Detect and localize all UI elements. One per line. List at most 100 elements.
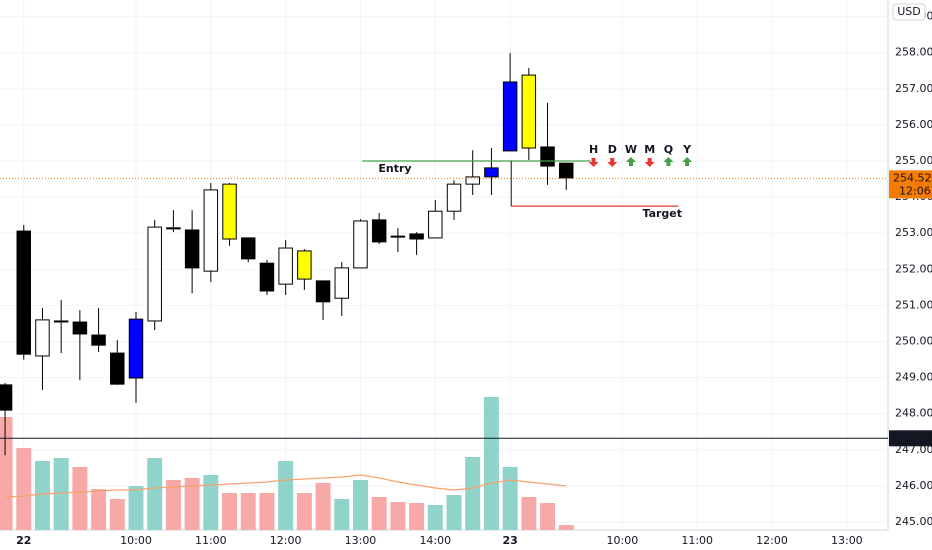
timeframe-arrow [625, 157, 636, 166]
candle-body [0, 384, 13, 411]
timeframe-label: D [608, 143, 617, 156]
y-tick-label: 250.00 [895, 335, 932, 348]
y-tick-label: 245.00 [895, 515, 932, 528]
timeframe-arrow [682, 157, 693, 166]
x-tick-label: 23 [502, 534, 517, 547]
timeframe-label: H [589, 143, 598, 156]
volume-bar [0, 417, 13, 530]
candle-body [409, 233, 424, 240]
candle-body [521, 74, 537, 149]
candles [0, 53, 574, 456]
candle-body [222, 183, 237, 240]
candle-body [53, 320, 69, 323]
volume-bar [16, 448, 32, 530]
y-tick-label: 249.00 [895, 371, 932, 384]
volume-bar [446, 495, 462, 530]
volume-bar [222, 493, 238, 530]
x-tick-label: 10:00 [120, 534, 152, 547]
y-tick-label: 256.00 [895, 118, 932, 131]
timeframe-arrow [644, 158, 655, 167]
volume-bar [296, 493, 312, 530]
timeframe-label: W [625, 143, 637, 156]
candle-body [241, 237, 256, 260]
y-tick-label: 251.00 [895, 298, 932, 311]
volume-bar [465, 457, 481, 530]
y-tick-label: 246.00 [895, 479, 932, 492]
candle-body [166, 227, 181, 230]
candle-body [128, 318, 144, 379]
candle-body [297, 250, 312, 280]
candle-body [203, 189, 219, 272]
candle-body [110, 352, 125, 385]
volume-bar [203, 475, 219, 530]
timeframe-arrow [588, 158, 599, 167]
volume-bar [502, 467, 518, 530]
volume-pane [0, 397, 574, 530]
volume-bar [128, 486, 144, 530]
candle-body [540, 146, 555, 167]
countdown-label: 12:06 [899, 184, 931, 197]
x-tick-label: 12:00 [270, 534, 302, 547]
crosshair-box [889, 430, 932, 447]
candle-body [446, 183, 462, 212]
candle-body [72, 321, 88, 335]
timeframe-label: M [644, 143, 655, 156]
volume-bar [483, 397, 499, 530]
currency-box [892, 3, 926, 21]
timeframe-label: Y [682, 143, 692, 156]
y-tick-label: 257.00 [895, 82, 932, 95]
level-label: Entry [378, 162, 411, 175]
volume-bar [521, 497, 537, 530]
candle-body [502, 81, 518, 152]
candle-body [465, 176, 480, 185]
candle-body [484, 167, 499, 178]
last-price-label: 254.52 [893, 171, 932, 184]
volume-bar [165, 480, 181, 530]
candle-body [428, 210, 443, 239]
volume-bar [240, 493, 256, 530]
volume-bar [427, 505, 443, 530]
candle-body [353, 220, 368, 269]
x-tick-label: 12:00 [756, 534, 788, 547]
timeframe-arrow [663, 157, 674, 166]
volume-bar [558, 525, 574, 530]
candle-body [91, 334, 106, 346]
x-tick-label: 13:00 [831, 534, 863, 547]
grid [0, 0, 888, 530]
volume-bar [72, 467, 88, 530]
axes: 245.00246.00247.00248.00249.00250.00251.… [16, 3, 932, 547]
y-tick-label: 252.00 [895, 262, 932, 275]
candle-body [334, 267, 350, 299]
volume-bar [184, 478, 200, 530]
volume-bar [540, 503, 556, 530]
y-tick-label: 258.00 [895, 46, 932, 59]
candle-body [371, 219, 387, 243]
volume-bar [147, 458, 163, 530]
volume-bar [34, 461, 50, 530]
volume-bar [352, 480, 368, 530]
volume-bar [390, 502, 406, 530]
candle-body [35, 319, 50, 357]
price-axis-panel [888, 0, 932, 550]
candle-body [315, 280, 331, 303]
volume-bar [409, 503, 425, 530]
timeframe-arrow [607, 158, 618, 167]
level-label: Target [642, 207, 682, 220]
candle-body [559, 162, 574, 179]
overlays: Entry Target H D W M Q Y [0, 143, 888, 439]
candle-body [16, 230, 31, 355]
volume-bar [91, 489, 107, 530]
volume-bar [315, 483, 331, 530]
volume-bar [371, 497, 387, 530]
x-tick-label: 14:00 [419, 534, 451, 547]
x-tick-label: 11:00 [195, 534, 227, 547]
x-tick-label: 13:00 [345, 534, 377, 547]
timeframe-label: Q [664, 143, 673, 156]
candle-body [184, 229, 200, 269]
y-tick-label: 255.00 [895, 154, 932, 167]
last-price-box [889, 170, 932, 199]
x-tick-label: 22 [16, 534, 31, 547]
x-tick-label: 10:00 [607, 534, 639, 547]
y-tick-label: 253.00 [895, 226, 932, 239]
y-tick-label: 248.00 [895, 407, 932, 420]
